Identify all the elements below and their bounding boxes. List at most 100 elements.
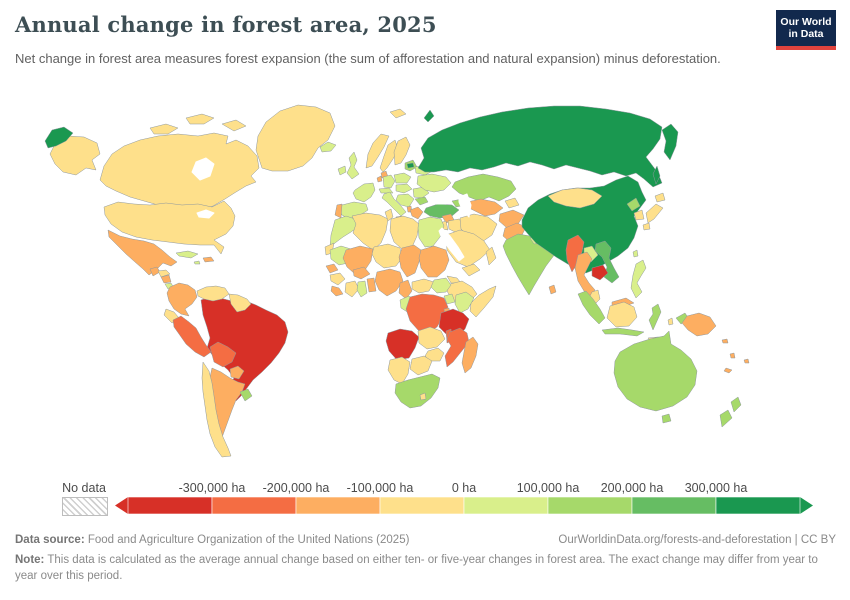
legend-swatch[interactable] [379,496,465,515]
country-guyanas[interactable] [228,293,252,313]
country-egypt[interactable] [417,216,445,248]
country-mongolia[interactable] [547,187,603,209]
country-kyrgyzstan-tajikistan[interactable] [504,197,520,209]
country-botswana[interactable] [409,355,433,376]
owid-logo[interactable]: Our World in Data [776,10,836,50]
country-central-europe[interactable] [395,183,413,194]
country-cameroon[interactable] [398,279,413,300]
country-lesotho[interactable] [419,392,427,401]
country-nigeria[interactable] [374,268,404,297]
country-indonesia-sulawesi[interactable] [648,303,662,331]
country-arctic-islands[interactable] [149,123,179,135]
country-nicaragua[interactable] [160,274,172,284]
country-russia-novaya-zemlya[interactable] [423,109,435,123]
country-greenland[interactable] [255,104,336,172]
country-bolivia[interactable] [209,341,237,368]
country-libya[interactable] [389,215,420,250]
country-south-korea[interactable] [633,209,645,221]
country-central-asia[interactable] [466,198,504,217]
country-brazil[interactable] [200,295,289,402]
country-vanuatu[interactable] [729,352,736,359]
country-somalia[interactable] [469,285,497,318]
country-sierra-leone-liberia[interactable] [330,285,344,297]
country-tasmania[interactable] [661,413,672,424]
country-south-africa[interactable] [394,373,441,409]
country-ghana[interactable] [356,280,368,298]
country-indonesia-maluku[interactable] [667,317,674,326]
country-zimbabwe[interactable] [424,347,445,362]
country-niger[interactable] [371,243,403,269]
country-poland[interactable] [393,172,412,184]
country-ireland[interactable] [337,165,347,176]
country-russia-chukotka[interactable] [44,126,74,149]
country-thailand[interactable] [574,251,596,297]
country-france[interactable] [352,182,376,203]
country-new-zealand-north[interactable] [730,396,742,413]
country-indonesia-kalimantan[interactable] [606,301,638,328]
country-oman[interactable] [485,246,497,266]
country-ivory-coast[interactable] [344,280,360,298]
country-cambodia[interactable] [591,264,609,281]
country-taiwan[interactable] [632,249,639,258]
legend-swatch[interactable] [211,496,297,515]
country-cuba[interactable] [175,250,199,259]
country-ukraine[interactable] [416,173,452,193]
legend-swatch[interactable] [715,496,801,515]
country-zambia[interactable] [417,326,446,350]
country-morocco[interactable] [329,215,360,248]
country-mozambique[interactable] [444,327,470,368]
country-sri-lanka[interactable] [548,284,557,295]
country-alpine-states[interactable] [378,187,394,194]
country-kenya[interactable] [454,291,475,314]
country-philippines[interactable] [630,259,647,299]
country-peru[interactable] [172,315,212,358]
country-latvia[interactable] [406,162,415,169]
country-turkey[interactable] [423,203,460,219]
country-honduras[interactable] [157,269,171,278]
country-russia-kamchatka[interactable] [661,123,679,161]
country-burkina-faso[interactable] [352,266,371,280]
country-new-caledonia[interactable] [723,367,733,374]
country-namibia[interactable] [387,356,411,385]
country-portugal[interactable] [334,203,343,219]
no-data-swatch[interactable] [62,497,108,516]
country-japan-honshu[interactable] [645,203,664,224]
country-greece[interactable] [409,206,424,220]
country-japan-kyushu[interactable] [642,222,651,231]
country-vietnam[interactable] [594,240,620,284]
country-chile[interactable] [201,361,232,458]
country-indonesia-java[interactable] [601,327,645,337]
country-sudan[interactable] [418,245,450,278]
legend-swatch[interactable] [547,496,633,515]
country-svalbard[interactable] [389,108,407,119]
country-canada[interactable] [99,132,260,211]
country-togo-benin[interactable] [366,277,377,293]
country-italy[interactable] [381,191,407,217]
country-mexico[interactable] [107,229,178,276]
country-russia[interactable] [417,105,663,188]
legend-swatch[interactable] [631,496,717,515]
country-chad[interactable] [398,244,422,278]
legend-swatch[interactable] [295,496,381,515]
country-jamaica[interactable] [193,260,201,265]
country-solomon-islands[interactable] [721,338,729,344]
country-paraguay[interactable] [229,365,245,380]
country-japan-hokkaido[interactable] [654,192,666,203]
country-tunisia[interactable] [384,208,394,222]
legend-swatch[interactable] [463,496,549,515]
country-yemen[interactable] [461,263,481,277]
legend-swatch[interactable] [127,496,213,515]
country-senegal[interactable] [325,263,339,274]
country-finland[interactable] [393,136,411,166]
country-united-kingdom[interactable] [346,151,360,180]
country-colombia[interactable] [166,282,198,317]
country-arctic-islands[interactable] [221,119,247,132]
country-new-zealand-south[interactable] [719,409,733,428]
country-bulgaria[interactable] [414,196,429,206]
country-iceland[interactable] [319,141,337,153]
country-arctic-islands[interactable] [185,113,215,125]
country-norway[interactable] [365,133,390,169]
country-benelux[interactable] [376,175,383,183]
country-hispaniola[interactable] [202,256,215,263]
country-venezuela[interactable] [196,285,230,302]
